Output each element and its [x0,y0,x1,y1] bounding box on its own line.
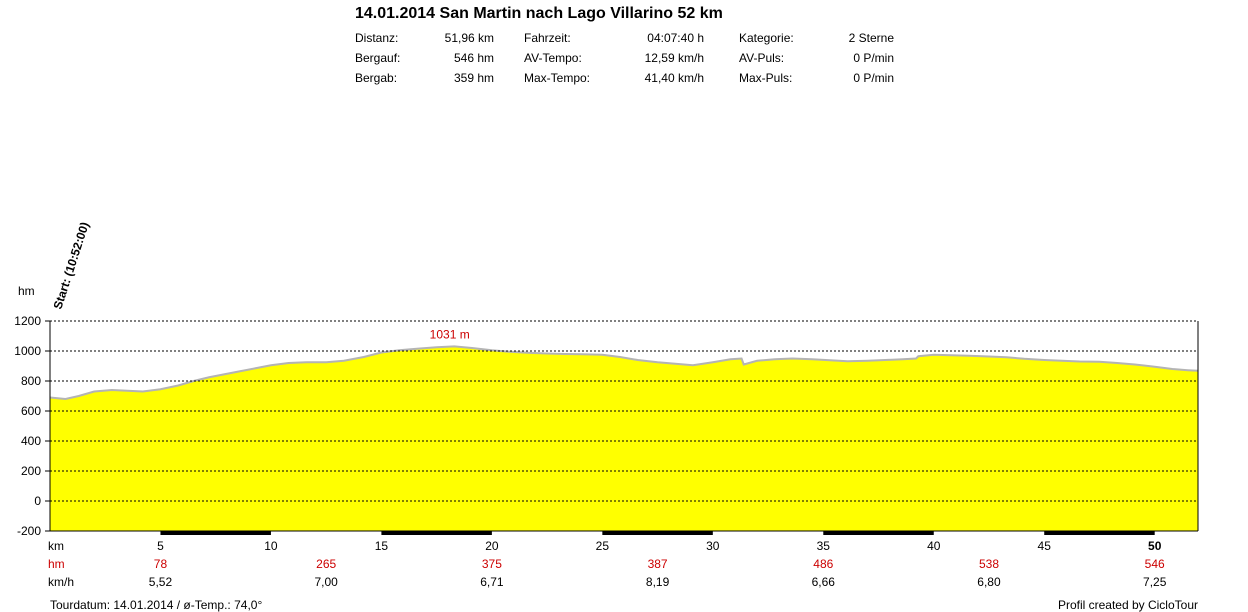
y-tick-label: 1000 [14,344,41,358]
stat-value-distanz: 51,96 km [444,31,494,45]
stat-label-av-tempo: AV-Tempo: [524,51,582,65]
peak-annotation: 1031 m [430,327,470,341]
x-tick-label: 35 [817,539,831,553]
hm-value: 78 [154,557,168,571]
x-tick-label: 5 [157,539,164,553]
y-tick-label: 800 [21,374,41,388]
kmh-value: 6,80 [977,575,1001,589]
y-tick-label: 1200 [14,314,41,328]
y-axis-unit-label: hm [18,284,35,298]
elevation-profile-line [49,345,1199,401]
x-tick-label: 20 [485,539,499,553]
stat-label-distanz: Distanz: [355,31,399,45]
km-scale-bar [1044,531,1155,535]
footer-tour-info: Tourdatum: 14.01.2014 / ø-Temp.: 74,0° [50,598,263,612]
stat-value-av-puls: 0 P/min [853,51,894,65]
footer-credit: Profil created by CicloTour [1057,598,1198,612]
x-tick-label: 50 [1148,539,1162,553]
x-tick-label: 45 [1038,539,1052,553]
stat-value-bergab: 359 hm [453,71,494,85]
elevation-area [50,346,1198,531]
hm-value: 375 [482,557,502,571]
y-tick-label: 200 [21,464,41,478]
km-scale-bar [381,531,492,535]
stat-label-max-tempo: Max-Tempo: [524,71,591,85]
x-tick-label: 25 [596,539,610,553]
row-label-kmh: km/h [48,575,74,589]
hm-value: 265 [316,557,336,571]
stat-label-kategorie: Kategorie: [739,31,794,45]
chart-title: 14.01.2014 San Martin nach Lago Villarin… [355,5,723,22]
x-tick-label: 30 [706,539,720,553]
hm-value: 546 [1145,557,1165,571]
start-label: Start: (10:52:00) [51,220,92,311]
km-scale-bar [602,531,713,535]
stat-value-max-tempo: 41,40 km/h [644,71,704,85]
stat-value-fahrzeit: 04:07:40 h [647,31,704,45]
x-tick-label: 15 [375,539,389,553]
stat-value-bergauf: 546 hm [453,51,494,65]
hm-value: 387 [648,557,668,571]
stat-label-av-puls: AV-Puls: [739,51,785,65]
stat-label-max-puls: Max-Puls: [739,71,793,85]
hm-value: 538 [979,557,999,571]
y-tick-label: 400 [21,434,41,448]
x-tick-label: 40 [927,539,941,553]
row-label-hm: hm [48,557,65,571]
stat-value-max-puls: 0 P/min [853,71,894,85]
kmh-value: 6,66 [812,575,836,589]
kmh-value: 7,00 [314,575,338,589]
y-tick-label: 0 [34,494,41,508]
stat-value-av-tempo: 12,59 km/h [644,51,704,65]
kmh-value: 7,25 [1143,575,1167,589]
hm-value: 486 [813,557,833,571]
y-tick-label: 600 [21,404,41,418]
kmh-value: 6,71 [480,575,504,589]
stat-label-bergauf: Bergauf: [355,51,401,65]
km-scale-bar [160,531,271,535]
y-tick-label: -200 [17,524,41,538]
stat-value-kategorie: 2 Sterne [848,31,894,45]
stat-label-fahrzeit: Fahrzeit: [524,31,571,45]
km-scale-bar [823,531,934,535]
kmh-value: 8,19 [646,575,670,589]
kmh-value: 5,52 [149,575,173,589]
row-label-km: km [48,539,64,553]
stat-label-bergab: Bergab: [355,71,398,85]
x-tick-label: 10 [264,539,278,553]
